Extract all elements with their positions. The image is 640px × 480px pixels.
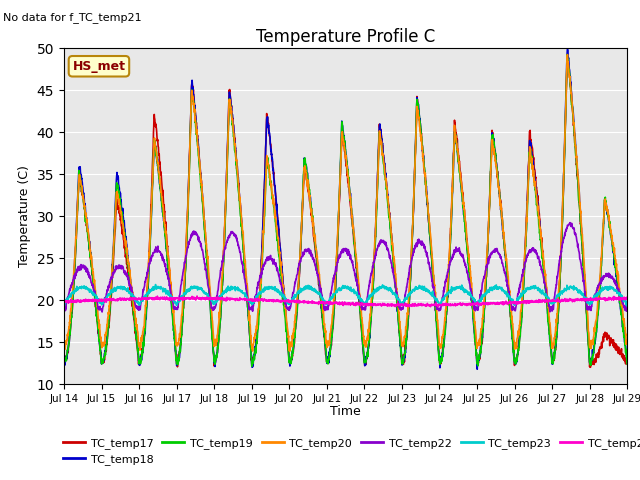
Text: HS_met: HS_met: [72, 60, 125, 73]
Legend: TC_temp17, TC_temp18, TC_temp19, TC_temp20, TC_temp22, TC_temp23, TC_temp24: TC_temp17, TC_temp18, TC_temp19, TC_temp…: [58, 433, 640, 469]
X-axis label: Time: Time: [330, 405, 361, 418]
Y-axis label: Temperature (C): Temperature (C): [18, 165, 31, 267]
Title: Temperature Profile C: Temperature Profile C: [256, 28, 435, 47]
Text: No data for f_TC_temp21: No data for f_TC_temp21: [3, 12, 142, 23]
